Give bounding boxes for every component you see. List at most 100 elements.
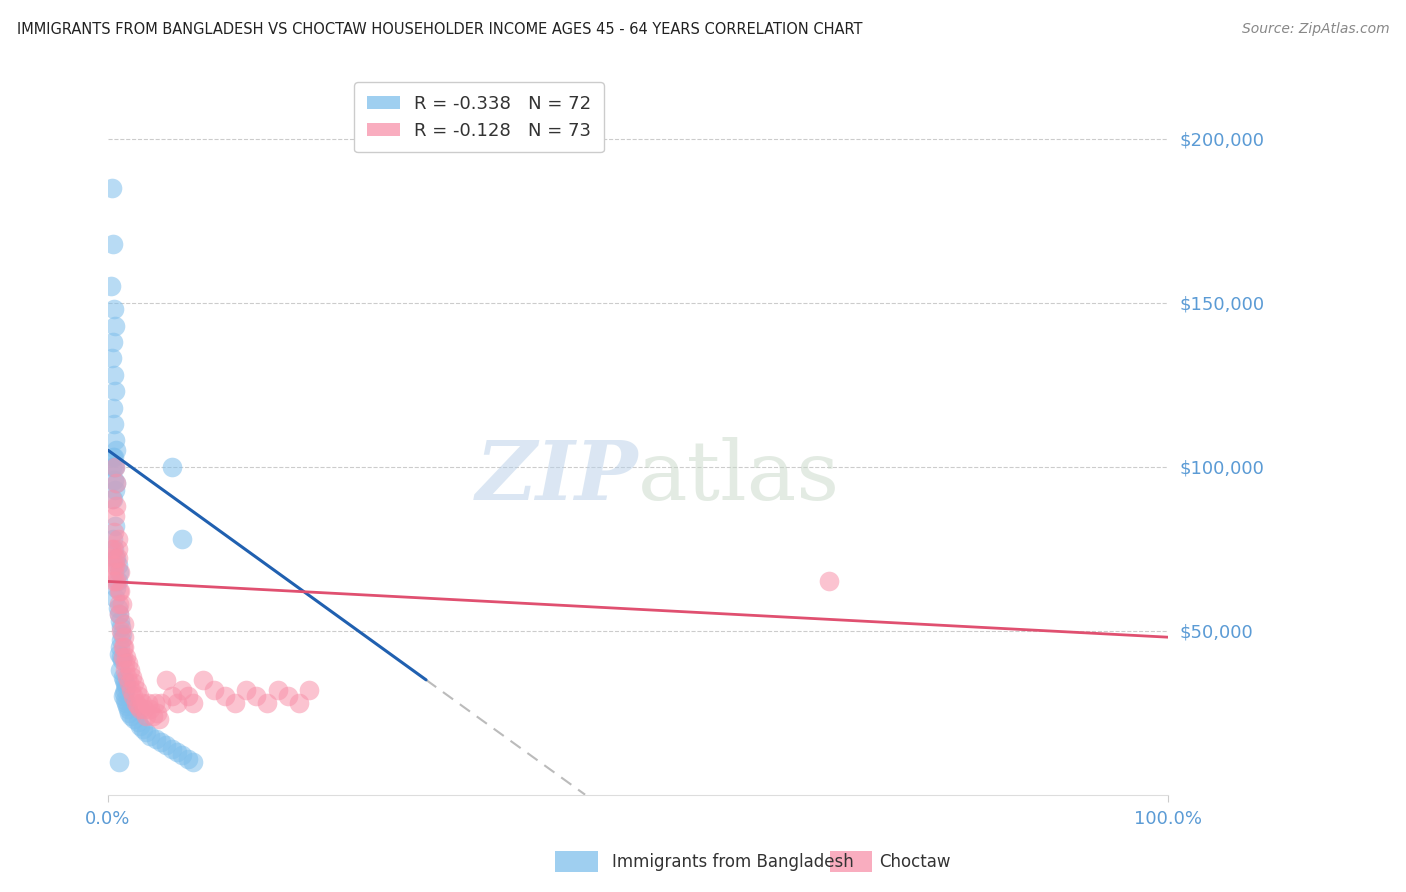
- Point: [193, 673, 215, 687]
- Point: [110, 620, 132, 634]
- Point: [118, 706, 141, 720]
- Point: [114, 657, 136, 671]
- Point: [111, 669, 134, 683]
- Point: [125, 682, 148, 697]
- Point: [135, 725, 157, 739]
- Text: Choctaw: Choctaw: [879, 853, 950, 871]
- Text: IMMIGRANTS FROM BANGLADESH VS CHOCTAW HOUSEHOLDER INCOME AGES 45 - 64 YEARS CORR: IMMIGRANTS FROM BANGLADESH VS CHOCTAW HO…: [17, 22, 862, 37]
- Point: [103, 302, 125, 317]
- Point: [107, 598, 129, 612]
- Text: Immigrants from Bangladesh: Immigrants from Bangladesh: [612, 853, 853, 871]
- Point: [104, 384, 127, 399]
- Point: [115, 680, 138, 694]
- Point: [160, 459, 183, 474]
- Point: [107, 541, 129, 556]
- Point: [150, 696, 173, 710]
- Point: [172, 682, 194, 697]
- Point: [110, 633, 132, 648]
- Point: [121, 669, 143, 683]
- Point: [127, 699, 149, 714]
- Text: ZIP: ZIP: [475, 437, 638, 517]
- Point: [103, 532, 125, 546]
- Point: [107, 551, 129, 566]
- Point: [101, 181, 124, 195]
- Point: [124, 676, 146, 690]
- Point: [112, 617, 135, 632]
- Point: [103, 473, 125, 487]
- Point: [117, 657, 139, 671]
- Text: atlas: atlas: [638, 437, 841, 517]
- Point: [114, 692, 136, 706]
- Point: [103, 450, 125, 464]
- Point: [176, 751, 198, 765]
- Point: [143, 696, 166, 710]
- Point: [256, 696, 278, 710]
- Point: [172, 532, 194, 546]
- Point: [103, 368, 125, 382]
- Point: [103, 492, 125, 507]
- Point: [118, 676, 141, 690]
- Legend: R = -0.338   N = 72, R = -0.128   N = 73: R = -0.338 N = 72, R = -0.128 N = 73: [354, 82, 603, 153]
- Point: [108, 614, 131, 628]
- Point: [112, 673, 135, 687]
- Point: [103, 401, 125, 415]
- Point: [100, 279, 122, 293]
- Point: [127, 715, 149, 730]
- Point: [101, 459, 124, 474]
- Point: [111, 649, 134, 664]
- Point: [107, 607, 129, 622]
- Point: [105, 581, 128, 595]
- Point: [107, 574, 129, 589]
- Point: [108, 640, 131, 654]
- Point: [202, 682, 225, 697]
- Point: [114, 676, 136, 690]
- Point: [139, 729, 162, 743]
- Point: [107, 755, 129, 769]
- Point: [111, 690, 134, 704]
- Point: [105, 574, 128, 589]
- Point: [114, 663, 136, 677]
- Point: [115, 649, 138, 664]
- Point: [120, 709, 142, 723]
- Point: [288, 696, 311, 710]
- Point: [103, 541, 125, 556]
- Point: [108, 584, 131, 599]
- Point: [176, 690, 198, 704]
- Point: [103, 450, 125, 464]
- Point: [101, 351, 124, 366]
- Point: [103, 334, 125, 349]
- Point: [214, 690, 236, 704]
- Point: [111, 627, 134, 641]
- Point: [104, 591, 127, 605]
- Point: [139, 702, 162, 716]
- Point: [235, 682, 257, 697]
- Point: [150, 735, 173, 749]
- Point: [124, 712, 146, 726]
- Point: [103, 459, 125, 474]
- Point: [103, 525, 125, 540]
- Point: [117, 702, 139, 716]
- Point: [132, 702, 155, 716]
- Point: [100, 541, 122, 556]
- Point: [132, 722, 155, 736]
- Point: [103, 558, 125, 572]
- Point: [108, 663, 131, 677]
- Point: [104, 518, 127, 533]
- Point: [110, 649, 132, 664]
- Point: [103, 417, 125, 431]
- Point: [112, 686, 135, 700]
- Point: [107, 558, 129, 572]
- Point: [111, 598, 134, 612]
- Text: Source: ZipAtlas.com: Source: ZipAtlas.com: [1241, 22, 1389, 37]
- Point: [104, 459, 127, 474]
- Point: [104, 551, 127, 566]
- Point: [155, 673, 177, 687]
- Point: [104, 434, 127, 448]
- Point: [166, 696, 188, 710]
- Point: [298, 682, 321, 697]
- Point: [120, 663, 142, 677]
- Point: [103, 574, 125, 589]
- Point: [104, 483, 127, 497]
- Point: [818, 574, 841, 589]
- Point: [115, 696, 138, 710]
